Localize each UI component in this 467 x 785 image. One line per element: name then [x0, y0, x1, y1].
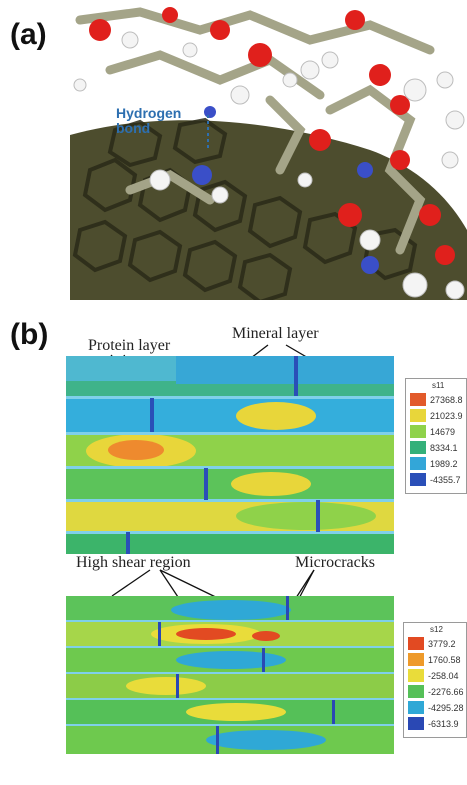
legend-swatch	[410, 425, 426, 438]
legend-swatch	[408, 669, 424, 682]
legend-value: 21023.9	[430, 411, 463, 421]
legend-value: -4295.28	[428, 703, 464, 713]
protein-layer-label: Protein layer	[88, 337, 171, 354]
legend-title: s11	[432, 381, 445, 390]
legend-s12: s12 3779.2 1760.58 -258.04 -2276.66 -429…	[403, 622, 467, 738]
legend-value: -4355.7	[430, 475, 461, 485]
legend-swatch	[410, 393, 426, 406]
legend-swatch	[410, 457, 426, 470]
legend-title: s12	[430, 625, 443, 634]
stress-map-s11	[66, 356, 394, 554]
legend-swatch	[408, 717, 424, 730]
panel-a-label: (a)	[10, 18, 47, 51]
legend-value: 14679	[430, 427, 456, 437]
legend-swatch	[410, 441, 426, 454]
legend-swatch	[408, 637, 424, 650]
legend-value: -258.04	[428, 671, 459, 681]
legend-value: 8334.1	[430, 443, 458, 453]
legend-value: 27368.8	[430, 395, 463, 405]
high-shear-region-label: High shear region	[76, 554, 191, 571]
mineral-layer-label: Mineral layer	[232, 325, 319, 342]
panel-b-label: (b)	[10, 318, 49, 351]
legend-s11: s11 27368.8 21023.9 14679 8334.1 1989.2 …	[405, 378, 467, 494]
legend-value: -6313.9	[428, 719, 459, 729]
legend-value: -2276.66	[428, 687, 464, 697]
hydrogen-bond-label: Hydrogen bond	[116, 105, 182, 136]
legend-value: 3779.2	[428, 639, 456, 649]
legend-swatch	[408, 701, 424, 714]
microcracks-label: Microcracks	[295, 554, 375, 571]
molecular-model-image	[70, 0, 467, 300]
legend-swatch	[410, 473, 426, 486]
legend-value: 1760.58	[428, 655, 461, 665]
legend-swatch	[410, 409, 426, 422]
legend-swatch	[408, 685, 424, 698]
stress-map-s12	[66, 596, 394, 754]
legend-value: 1989.2	[430, 459, 458, 469]
legend-swatch	[408, 653, 424, 666]
